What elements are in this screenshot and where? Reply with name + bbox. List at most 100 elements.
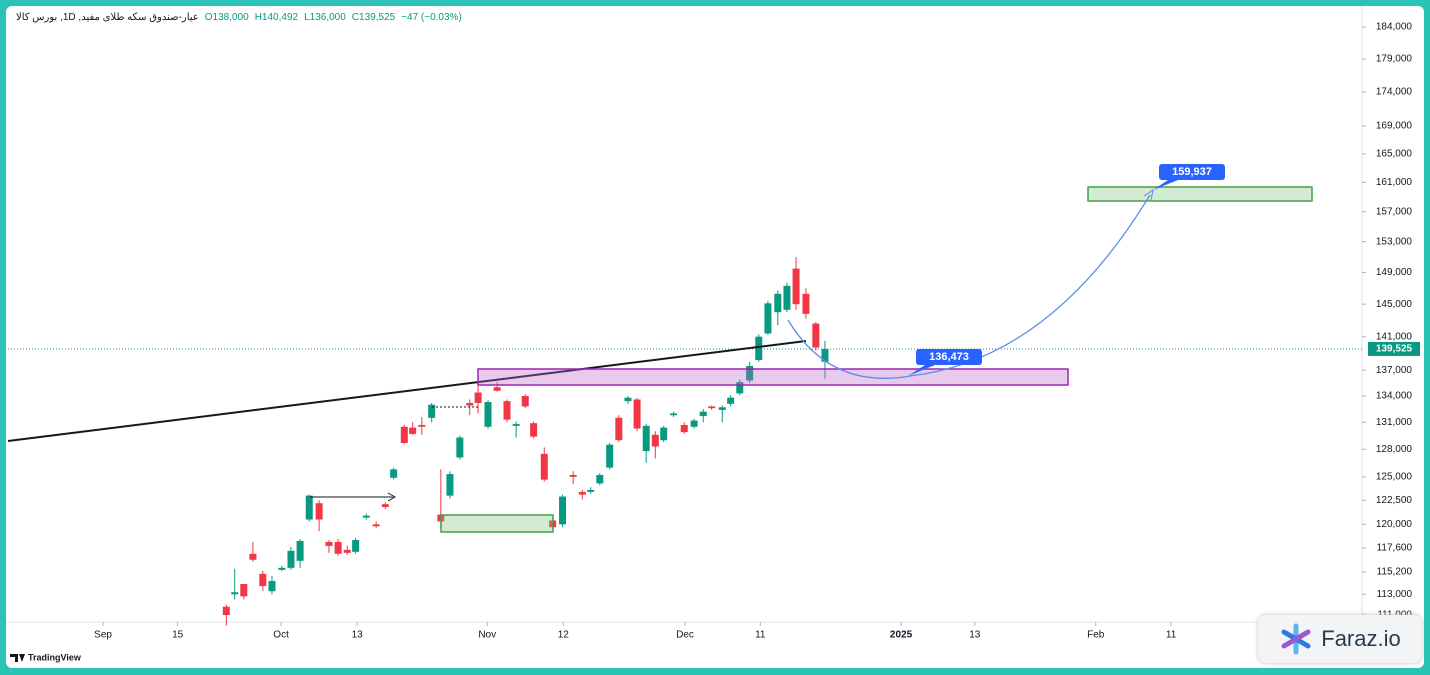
x-tick-label: 2025 [890,630,913,641]
candle-body [466,402,474,406]
candle-body [718,407,726,410]
price-label: 139,525 [1376,344,1413,355]
candle-body [474,392,482,403]
candle-body [222,606,230,616]
symbol: عیار-صندوق سکه طلای مفید, 1D, بورس کالا [16,12,199,23]
candle-body [587,489,595,492]
candle-body [783,285,791,310]
y-tick-label: 153,000 [1376,236,1413,247]
high: H140,492 [254,12,299,23]
label-box [1159,164,1225,180]
candle-body [642,425,650,452]
change: −47 (−0.03%) [401,12,462,23]
candle-body [503,401,511,420]
candle-body [231,592,239,595]
marks [8,256,1362,626]
candle-body [615,417,623,441]
candle-body [362,515,370,518]
x-tick-label: Dec [676,630,694,641]
y-tick-label: 141,000 [1376,331,1413,342]
candle-body [774,293,782,313]
x-tick-label: 15 [172,630,184,641]
candle-body [268,580,276,592]
green-zone [440,514,554,533]
candle-body [651,434,659,447]
candle-body [606,444,614,468]
y-tick-label: 169,000 [1376,121,1413,132]
candle-body [296,540,304,561]
annotation-label: 159,937 [1172,166,1212,178]
candle-body [755,336,763,361]
label-pointer [908,365,935,376]
brand: TradingView [28,652,82,662]
y-tick-label: 161,000 [1376,177,1413,188]
y-tick-label: 137,000 [1376,365,1413,376]
y-tick-label: 122,500 [1376,495,1413,506]
candle-body [428,404,436,418]
candle-body [812,323,820,348]
candle-body [690,420,698,427]
arrow-head [387,492,397,502]
candle-body [372,524,380,527]
low: L136,000 [304,12,346,23]
candle-body [736,382,744,394]
candle-body [670,413,678,416]
purple-zone [477,368,1069,386]
candle-body [521,395,529,407]
candle-body [400,426,408,443]
candle-body [578,491,586,495]
candle-body [325,541,333,546]
label-pointer [1153,180,1178,190]
candle-body [530,423,538,437]
x-tick-label: Feb [1087,630,1105,641]
candle-body [456,437,464,458]
y-tick-label: 157,000 [1376,206,1413,217]
frame: 136,473 159,937 TradingView 184,000 179,0… [6,6,1424,668]
candle-body [493,387,501,391]
candle-body [764,303,772,334]
watermark-text: Faraz.io [1321,626,1401,651]
y-tick-label: 149,000 [1376,267,1413,278]
y-tick-label: 174,000 [1376,87,1413,98]
candle-body [343,549,351,553]
y-tick-label: 128,000 [1376,444,1413,455]
price-label-box [1368,341,1420,356]
watermark-logo [1281,623,1311,655]
candle-body [540,453,548,480]
candle-body [699,411,707,417]
x-tick-label: 12 [558,630,570,641]
candle-body [287,550,295,568]
annotation-label: 136,473 [929,351,969,363]
candle-body [792,268,800,305]
chart: 136,473 159,937 TradingView 184,000 179,0… [6,6,1424,662]
y-tick-label: 184,000 [1376,22,1413,33]
candle-body [624,397,632,402]
y-tick-label: 134,000 [1376,391,1413,402]
open: O138,000 [204,12,249,23]
candle-body [802,293,810,314]
target-zone [1087,186,1313,202]
x-tick-label: 11 [755,630,766,641]
y-tick-label: 179,000 [1376,54,1413,65]
candle-body [278,567,286,570]
y-tick-label: 120,000 [1376,519,1413,530]
candle-body [305,495,313,520]
candle-body [381,504,389,508]
brand-logo [10,654,25,662]
x-tick-label: 11 [1166,630,1177,641]
y-tick-label: 115,200 [1377,566,1413,577]
candle-body [409,427,417,434]
y-tick-label: 113,000 [1377,589,1413,600]
candle-body [352,539,360,552]
y-tick-label: 165,000 [1376,148,1413,159]
candle-body [390,469,398,478]
x-tick-label: 13 [352,630,364,641]
candle-body [249,553,257,560]
legend: عیار-صندوق سکه طلای مفید, 1D, بورس کالا O… [16,12,468,23]
candle-body [633,399,641,429]
close: C139,525 [351,12,396,23]
candle-body [315,503,323,520]
candle-body [446,474,454,496]
label-box [916,349,982,365]
